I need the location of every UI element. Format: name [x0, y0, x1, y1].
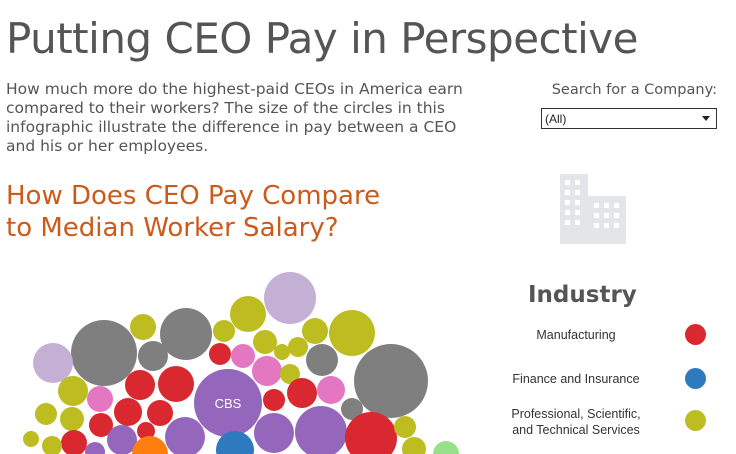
company-bubble[interactable] [125, 370, 155, 400]
company-bubble[interactable] [42, 436, 62, 454]
company-search-selected-value: (All) [545, 112, 567, 126]
company-bubble[interactable] [263, 389, 285, 411]
company-bubble[interactable] [354, 344, 428, 418]
company-bubble[interactable] [85, 442, 105, 454]
company-bubble[interactable] [23, 431, 39, 447]
company-bubble[interactable] [60, 407, 84, 431]
building-icon [560, 174, 626, 244]
chevron-down-icon[interactable] [702, 116, 710, 121]
intro-text: How much more do the highest-paid CEOs i… [6, 80, 463, 155]
company-bubble[interactable] [287, 378, 317, 408]
company-bubble[interactable] [87, 386, 113, 412]
section-heading-line-2: to Median Worker Salary? [6, 213, 339, 243]
company-bubble[interactable] [254, 413, 294, 453]
company-bubble[interactable] [33, 343, 73, 383]
section-heading-line-1: How Does CEO Pay Compare [6, 181, 381, 211]
company-bubble[interactable] [274, 344, 290, 360]
bubble-label: CBS [215, 396, 242, 411]
company-bubble[interactable] [252, 356, 282, 386]
company-bubble[interactable] [341, 398, 363, 420]
company-bubble[interactable] [107, 425, 137, 454]
company-bubble[interactable] [253, 330, 277, 354]
company-bubble[interactable] [209, 343, 231, 365]
company-bubble[interactable] [138, 341, 168, 371]
company-bubble[interactable] [216, 431, 254, 454]
legend-swatch-professional-services [685, 410, 706, 431]
company-bubble[interactable] [132, 436, 168, 454]
legend-item-label: Manufacturing [536, 328, 616, 342]
section-heading: How Does CEO Pay Compare to Median Worke… [6, 180, 380, 244]
legend-item-label: Professional, Scientific, and Technical … [511, 407, 641, 437]
company-bubble[interactable] [295, 406, 347, 454]
company-bubble[interactable] [89, 413, 113, 437]
company-bubble[interactable] [230, 296, 266, 332]
company-bubble[interactable] [71, 320, 137, 386]
company-bubble[interactable] [345, 412, 397, 454]
legend-item-manufacturing[interactable]: Manufacturing [500, 320, 710, 350]
legend-swatch-manufacturing [685, 324, 706, 345]
company-bubble[interactable] [58, 376, 88, 406]
company-bubble[interactable] [130, 314, 156, 340]
company-bubble[interactable] [231, 344, 255, 368]
company-bubble[interactable] [402, 437, 426, 454]
bubble-chart: CBS [23, 272, 459, 454]
company-bubble[interactable] [317, 376, 345, 404]
legend-swatch-finance-and-insurance [685, 368, 706, 389]
company-bubble[interactable] [329, 310, 375, 356]
company-bubble[interactable] [280, 364, 300, 384]
legend-title: Industry [528, 282, 637, 308]
company-bubble[interactable] [264, 272, 316, 324]
company-bubble[interactable] [302, 318, 328, 344]
company-bubble[interactable] [114, 398, 142, 426]
company-bubble[interactable] [306, 344, 338, 376]
company-bubble[interactable] [433, 441, 459, 454]
company-bubble[interactable] [288, 337, 308, 357]
legend-item-professional-services[interactable]: Professional, Scientific, and Technical … [500, 405, 710, 439]
page-title: Putting CEO Pay in Perspective [6, 14, 638, 63]
company-bubble[interactable] [35, 403, 57, 425]
legend-item-finance-and-insurance[interactable]: Finance and Insurance [500, 364, 710, 394]
company-bubble[interactable] [160, 308, 212, 360]
company-search-dropdown[interactable]: (All) [541, 108, 717, 129]
company-bubble[interactable] [137, 422, 155, 440]
company-bubble[interactable] [158, 366, 194, 402]
company-bubble[interactable] [213, 320, 235, 342]
company-bubble[interactable] [61, 430, 87, 454]
company-bubble[interactable] [147, 400, 173, 426]
legend-item-label: Finance and Insurance [512, 372, 640, 386]
company-bubble[interactable] [394, 416, 416, 438]
company-search-label: Search for a Company: [551, 82, 717, 98]
company-bubble[interactable] [165, 417, 205, 454]
company-bubble[interactable] [194, 369, 262, 437]
